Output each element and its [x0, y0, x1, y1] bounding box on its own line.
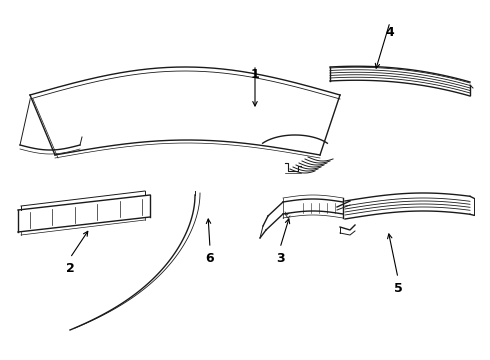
Text: 1: 1 [250, 68, 259, 81]
Text: 4: 4 [386, 26, 394, 39]
Text: 5: 5 [393, 282, 402, 294]
Text: 6: 6 [206, 252, 214, 265]
Text: 2: 2 [66, 261, 74, 274]
Text: 3: 3 [276, 252, 284, 265]
